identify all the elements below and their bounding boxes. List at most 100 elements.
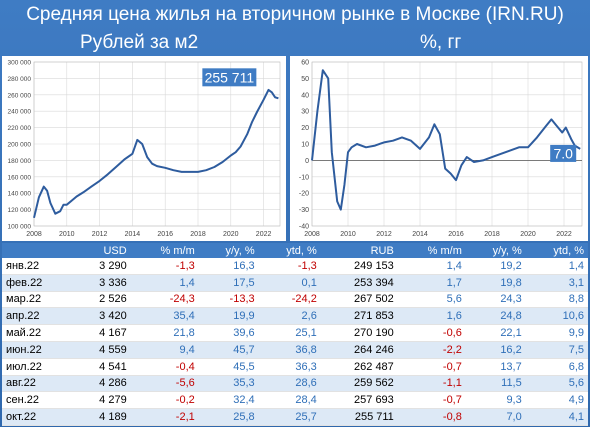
- table-header: USD% m/m y/y, % ytd, % RUB% m/m y/y, % ytd, %: [2, 243, 588, 258]
- x-tick-label: 2014: [125, 231, 141, 238]
- value-cell: -0,6: [397, 324, 466, 342]
- column-header: [2, 243, 74, 258]
- value-cell: 270 190: [320, 324, 398, 342]
- column-header: ytd, %: [525, 243, 588, 258]
- value-cell: 25,7: [258, 408, 321, 426]
- column-header: RUB: [320, 243, 398, 258]
- value-cell: 264 246: [320, 341, 398, 359]
- table-row: окт.22 4 189 -2,1 25,8 25,7 255 711 -0,8 7,0 4,1: [2, 408, 588, 426]
- value-cell: 4 541: [73, 358, 131, 376]
- month-cell: май.22: [2, 324, 74, 342]
- x-tick-label: 2022: [256, 231, 272, 238]
- month-cell: янв.22: [2, 258, 74, 275]
- value-cell: 1,4: [525, 258, 588, 275]
- y-tick-label: -10: [299, 174, 309, 181]
- month-cell: авг.22: [2, 375, 74, 393]
- x-tick-label: 2010: [340, 231, 356, 238]
- value-cell: -0,7: [397, 391, 466, 410]
- value-cell: 0,1: [258, 274, 321, 292]
- value-cell: 271 853: [320, 307, 398, 326]
- y-tick-label: 160 000: [8, 174, 32, 181]
- month-cell: сен.22: [2, 391, 74, 410]
- value-cell: 22,1: [465, 324, 526, 342]
- value-cell: 249 153: [320, 258, 398, 275]
- value-cell: 24,3: [465, 291, 526, 309]
- value-cell: -24,2: [258, 291, 321, 309]
- month-cell: июл.22: [2, 358, 74, 376]
- left-chart-title: Рублей за м2: [80, 32, 199, 53]
- plot-frame: [311, 61, 583, 227]
- y-tick-label: -20: [299, 191, 309, 198]
- table-row: июл.22 4 541 -0,4 45,5 36,3 262 487 -0,7 13,7 6,…: [2, 358, 588, 376]
- value-cell: 4 559: [73, 341, 131, 359]
- value-cell: 7,5: [525, 341, 588, 359]
- y-tick-label: 260 000: [8, 92, 32, 99]
- table-row: апр.22 3 420 35,4 19,9 2,6 271 853 1,6 24,8 10,6: [2, 307, 588, 326]
- value-cell: 5,6: [397, 291, 466, 309]
- table-row: июн.22 4 559 9,4 45,7 36,8 264 246 -2,2 16,2 7,5: [2, 341, 588, 359]
- table-row: сен.22 4 279 -0,2 32,4 28,4 257 693 -0,7 9,3 4,9: [2, 391, 588, 410]
- x-tick-label: 2010: [59, 231, 75, 238]
- value-cell: 21,8: [130, 324, 199, 342]
- x-tick-label: 2018: [484, 231, 500, 238]
- value-cell: -1,1: [397, 375, 466, 393]
- value-cell: 3 420: [73, 307, 131, 326]
- x-tick-label: 2008: [304, 231, 320, 238]
- value-cell: 36,8: [258, 341, 321, 359]
- value-cell: 3 290: [73, 258, 131, 275]
- table-row: май.22 4 167 21,8 39,6 25,1 270 190 -0,6 22,1 9,…: [2, 324, 588, 342]
- x-tick-label: 2020: [223, 231, 239, 238]
- value-cell: 35,4: [130, 307, 199, 326]
- value-cell: -2,2: [397, 341, 466, 359]
- y-tick-label: 40: [301, 92, 309, 99]
- table-row: авг.22 4 286 -5,6 35,3 28,6 259 562 -1,1 11,5 5,…: [2, 375, 588, 393]
- y-tick-label: 10: [301, 142, 309, 149]
- yoy-callout-label: 7.0: [553, 145, 573, 161]
- value-cell: 255 711: [320, 408, 398, 426]
- x-tick-label: 2012: [92, 231, 108, 238]
- value-cell: 8,8: [525, 291, 588, 309]
- value-cell: 28,4: [258, 391, 321, 410]
- x-tick-label: 2012: [376, 231, 392, 238]
- column-header: y/y, %: [465, 243, 526, 258]
- value-cell: 19,9: [198, 307, 259, 326]
- value-cell: 4 189: [73, 408, 131, 426]
- x-tick-label: 2016: [157, 231, 173, 238]
- x-tick-label: 2016: [448, 231, 464, 238]
- y-tick-label: 0: [305, 158, 309, 165]
- value-cell: 259 562: [320, 375, 398, 393]
- value-cell: 4 279: [73, 391, 131, 410]
- value-cell: 2,6: [258, 307, 321, 326]
- value-cell: 25,8: [198, 408, 259, 426]
- value-cell: -2,1: [130, 408, 199, 426]
- value-cell: 11,5: [465, 375, 526, 393]
- value-cell: 45,7: [198, 341, 259, 359]
- price-callout-label: 255 711: [205, 69, 255, 85]
- value-cell: 45,5: [198, 358, 259, 376]
- yoy-callout-box: [550, 144, 577, 162]
- value-cell: -0,4: [130, 358, 199, 376]
- month-cell: фев.22: [2, 274, 74, 292]
- value-cell: 13,7: [465, 358, 526, 376]
- right-chart-title: %, гг: [420, 32, 462, 53]
- value-cell: 3,1: [525, 274, 588, 292]
- value-cell: 36,3: [258, 358, 321, 376]
- value-cell: 267 502: [320, 291, 398, 309]
- value-cell: 262 487: [320, 358, 398, 376]
- value-cell: 257 693: [320, 391, 398, 410]
- value-cell: 25,1: [258, 324, 321, 342]
- column-header: y/y, %: [198, 243, 259, 258]
- y-tick-label: 30: [301, 109, 309, 116]
- y-tick-label: 60: [301, 60, 309, 67]
- table-row: мар.22 2 526 -24,3 -13,3 -24,2 267 502 5,6 24,3…: [2, 291, 588, 309]
- value-cell: 6,8: [525, 358, 588, 376]
- value-cell: 1,4: [397, 258, 466, 275]
- price-chart: 100 000 120 000 140 000 160 000 180 000 200 0…: [8, 60, 281, 238]
- value-cell: 16,2: [465, 341, 526, 359]
- page-title: Средняя цена жилья на вторичном рынке в …: [26, 4, 564, 25]
- value-cell: 17,5: [198, 274, 259, 292]
- value-cell: -1,3: [130, 258, 199, 275]
- month-cell: мар.22: [2, 291, 74, 309]
- value-cell: 5,6: [525, 375, 588, 393]
- value-cell: 4 167: [73, 324, 131, 342]
